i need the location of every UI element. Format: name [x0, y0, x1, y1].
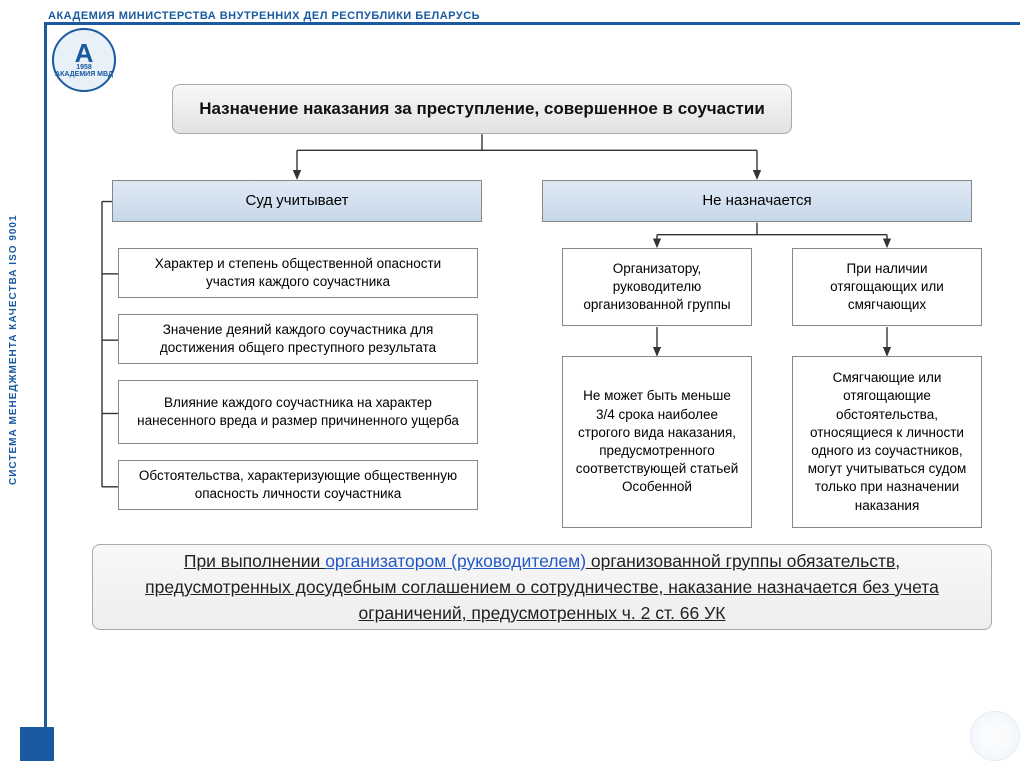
logo-letter: А [75, 42, 94, 64]
left-item-4: Обстоятельства, характеризующие обществе… [118, 460, 478, 510]
left-item-3: Влияние каждого соучастника на характер … [118, 380, 478, 444]
bottom-p1: При выполнении [184, 551, 325, 571]
category-court-considers: Суд учитывает [112, 180, 482, 222]
corner-square-decor [20, 727, 54, 761]
right-row2-b: Смягчающие или отягощающие обстоятельств… [792, 356, 982, 528]
right-row1-a: Организатору, руководителю организованно… [562, 248, 752, 326]
left-item-2: Значение деяний каждого соучастника для … [118, 314, 478, 364]
bottom-link: организатором (руководителем) [325, 551, 586, 571]
diagram-canvas: Назначение наказания за преступление, со… [62, 84, 1010, 747]
corner-seal-icon [970, 711, 1020, 761]
academy-logo: А 1958 АКАДЕМИЯ МВД [52, 28, 116, 92]
right-row2-a: Не может быть меньше 3/4 срока наиболее … [562, 356, 752, 528]
category-not-assigned: Не назначается [542, 180, 972, 222]
logo-year: 1958 [76, 64, 92, 71]
bottom-note: При выполнении организатором (руководите… [92, 544, 992, 630]
diagram-title: Назначение наказания за преступление, со… [172, 84, 792, 134]
left-item-1: Характер и степень общественной опасност… [118, 248, 478, 298]
right-row1-b: При наличии отягощающих или смягчающих [792, 248, 982, 326]
logo-sub: АКАДЕМИЯ МВД [55, 71, 113, 78]
side-iso-label: СИСТЕМА МЕНЕДЖМЕНТА КАЧЕСТВА ISO 9001 [8, 120, 24, 580]
